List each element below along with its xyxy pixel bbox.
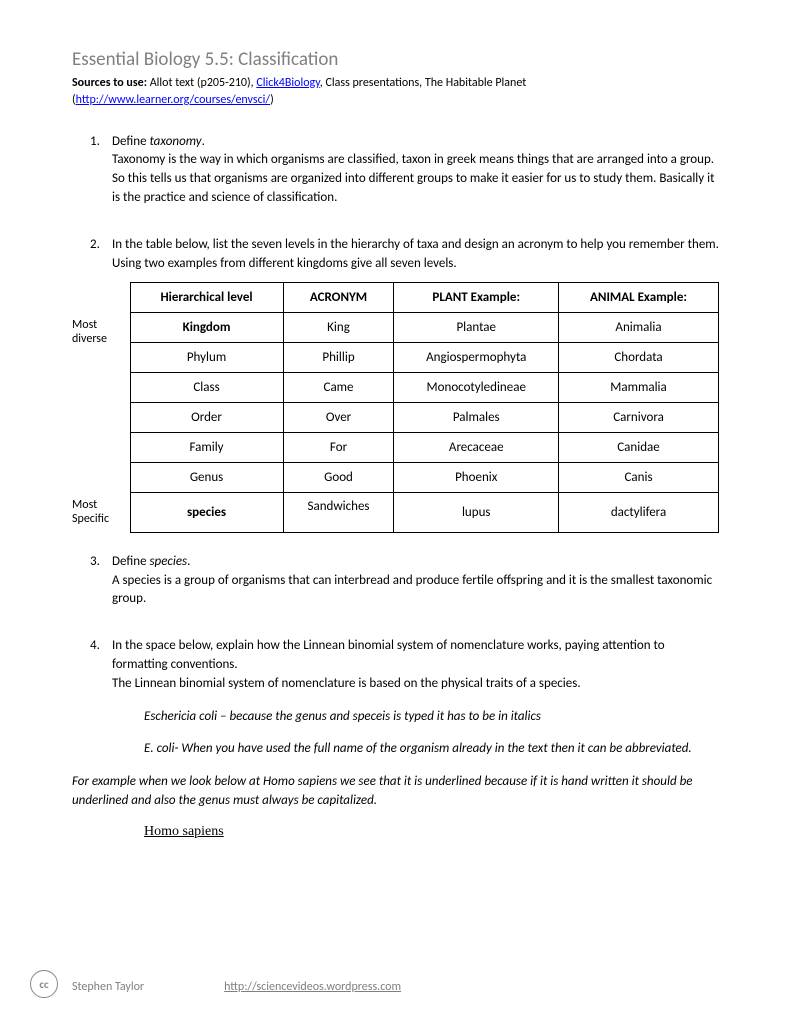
cell-plant: Angiospermophyta: [394, 342, 559, 372]
q1-prompt-a: Define: [112, 134, 149, 149]
cell-animal: dactylifera: [559, 492, 719, 532]
col-plant: PLANT Example:: [394, 282, 559, 312]
page-title: Essential Biology 5.5: Classification: [72, 48, 719, 71]
corner-cell: [72, 282, 130, 312]
table-row: Most Specific species Sandwiches lupus d…: [72, 492, 719, 532]
example-2: E. coli- When you have used the full nam…: [72, 740, 719, 759]
question-2: 2.In the table below, list the seven lev…: [112, 236, 719, 274]
cc-icon: cc: [30, 970, 58, 998]
col-hierarchical: Hierarchical level: [130, 282, 283, 312]
cell-plant: Arecaceae: [394, 432, 559, 462]
cell-level: species: [130, 492, 283, 532]
q1-answer: Taxonomy is the way in which organisms a…: [112, 152, 714, 205]
q1-prompt-term: taxonomy: [149, 134, 201, 149]
click4biology-link[interactable]: Click4Biology: [256, 76, 319, 90]
cell-animal: Canidae: [559, 432, 719, 462]
q2-number: 2.: [90, 236, 112, 255]
cell-level: Genus: [130, 462, 283, 492]
homo-sapiens-para: For example when we look below at Homo s…: [72, 773, 719, 811]
cell-plant: Palmales: [394, 402, 559, 432]
cell-animal: Animalia: [559, 312, 719, 342]
cell-level: Class: [130, 372, 283, 402]
sources-label: Sources to use:: [72, 76, 147, 90]
example-1: Eschericia coli – because the genus and …: [144, 708, 719, 726]
cell-plant: Monocotyledineae: [394, 372, 559, 402]
q1-number: 1.: [90, 133, 112, 152]
footer-author: Stephen Taylor: [72, 980, 144, 994]
q4-prompt: In the space below, explain how the Linn…: [112, 638, 665, 672]
q3-prompt-term: species: [149, 554, 187, 569]
cell-animal: Chordata: [559, 342, 719, 372]
table-row: Most diverse Kingdom King Plantae Animal…: [72, 312, 719, 342]
table-row: Family For Arecaceae Canidae: [72, 432, 719, 462]
learner-link[interactable]: http://www.learner.org/courses/envsci/: [76, 93, 270, 107]
cell-plant: Plantae: [394, 312, 559, 342]
table-row: Class Came Monocotyledineae Mammalia: [72, 372, 719, 402]
question-1: 1.Define taxonomy. Taxonomy is the way i…: [112, 133, 719, 208]
q4-line1: The Linnean binomial system of nomenclat…: [112, 676, 581, 691]
q3-prompt-c: .: [187, 554, 190, 569]
species-label: species: [187, 505, 226, 520]
handwritten-example: Homo sapiens: [144, 824, 719, 840]
q3-answer: A species is a group of organisms that c…: [112, 573, 712, 607]
cell-acr: Good: [283, 462, 394, 492]
cell-level: Order: [130, 402, 283, 432]
cell-acr: Came: [283, 372, 394, 402]
footer-link[interactable]: http://sciencevideos.wordpress.com: [224, 980, 401, 994]
cell-acr: Sandwiches: [283, 492, 394, 532]
col-animal: ANIMAL Example:: [559, 282, 719, 312]
page-footer: cc Stephen Taylor http://sciencevideos.w…: [72, 980, 719, 994]
cell-level: Kingdom: [130, 312, 283, 342]
side-label-bottom: Most Specific: [72, 492, 130, 532]
cell-acr: For: [283, 432, 394, 462]
para-b: Homo sapiens: [263, 774, 337, 789]
sources-text1: Allot text (p205-210),: [147, 76, 256, 90]
side-label-top: Most diverse: [72, 312, 130, 492]
q3-prompt-a: Define: [112, 554, 149, 569]
kingdom-label: Kingdom: [183, 320, 231, 335]
q4-number: 4.: [90, 637, 112, 656]
sources-line: Sources to use: Allot text (p205-210), C…: [72, 75, 719, 109]
cell-acr: King: [283, 312, 394, 342]
q2-prompt: In the table below, list the seven level…: [112, 237, 719, 271]
question-4: 4.In the space below, explain how the Li…: [112, 637, 719, 694]
cell-animal: Canis: [559, 462, 719, 492]
cell-level: Family: [130, 432, 283, 462]
para-a: For example when we look below at: [72, 774, 263, 789]
cell-animal: Carnivora: [559, 402, 719, 432]
taxa-table: Hierarchical level ACRONYM PLANT Example…: [72, 282, 719, 533]
q3-number: 3.: [90, 553, 112, 572]
table-header-row: Hierarchical level ACRONYM PLANT Example…: [72, 282, 719, 312]
cell-level: Phylum: [130, 342, 283, 372]
cell-animal: Mammalia: [559, 372, 719, 402]
q1-prompt-c: .: [202, 134, 205, 149]
sources-text3: ): [270, 93, 274, 107]
cell-plant: Phoenix: [394, 462, 559, 492]
table-row: Phylum Phillip Angiospermophyta Chordata: [72, 342, 719, 372]
col-acronym: ACRONYM: [283, 282, 394, 312]
table-row: Genus Good Phoenix Canis: [72, 462, 719, 492]
question-3: 3.Define species. A species is a group o…: [112, 553, 719, 610]
cell-plant: lupus: [394, 492, 559, 532]
cell-acr: Phillip: [283, 342, 394, 372]
cell-acr: Over: [283, 402, 394, 432]
table-row: Order Over Palmales Carnivora: [72, 402, 719, 432]
